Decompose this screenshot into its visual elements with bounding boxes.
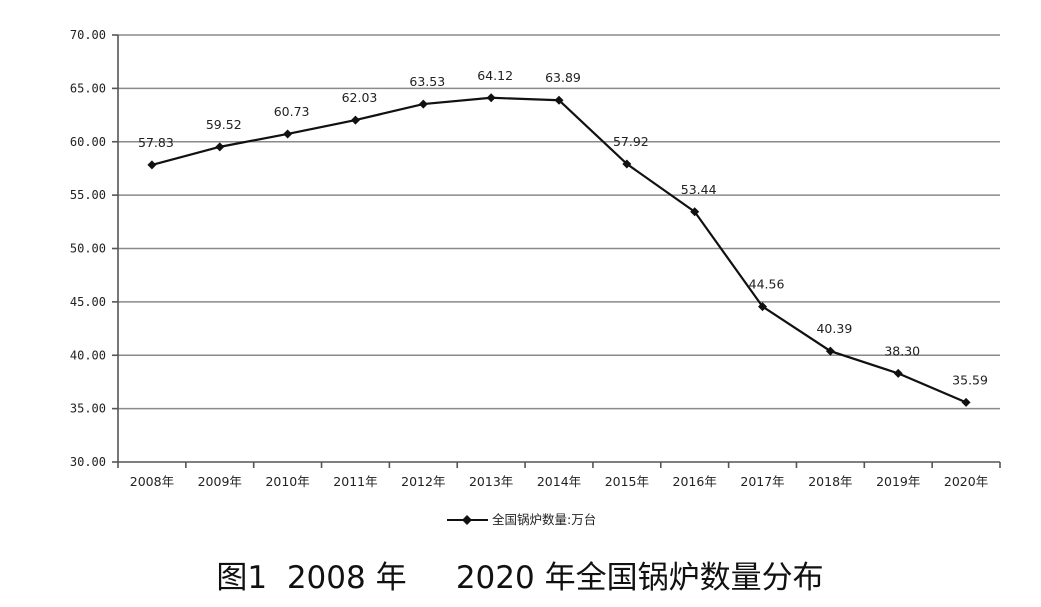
data-point xyxy=(961,397,971,407)
data-label: 40.39 xyxy=(816,321,852,336)
y-tick-label: 70.00 xyxy=(70,28,106,42)
y-tick-label: 30.00 xyxy=(70,455,106,469)
y-tick-label: 50.00 xyxy=(70,242,106,256)
data-point xyxy=(893,368,903,378)
gridlines xyxy=(118,34,1000,410)
data-point xyxy=(554,95,564,105)
x-tick-label: 2020年 xyxy=(944,474,988,489)
data-point xyxy=(486,93,496,103)
data-label: 44.56 xyxy=(749,277,785,292)
x-tick-label: 2018年 xyxy=(808,474,852,489)
y-axis-ticks: 30.00 35.00 40.00 45.00 50.00 55.00 60.00 65.00… xyxy=(70,28,106,469)
x-tick-label: 2017年 xyxy=(740,474,784,489)
legend-marker xyxy=(462,515,472,525)
data-label: 64.12 xyxy=(477,68,513,83)
series xyxy=(147,93,971,407)
y-tick-label: 40.00 xyxy=(70,348,106,362)
y-tick-label: 55.00 xyxy=(70,188,106,202)
data-label: 59.52 xyxy=(206,117,242,132)
data-point xyxy=(622,159,632,169)
y-tick-label: 35.00 xyxy=(70,402,106,416)
data-label: 62.03 xyxy=(342,90,378,105)
data-point xyxy=(758,302,768,312)
y-tick-label: 60.00 xyxy=(70,135,106,149)
series-line xyxy=(151,96,967,404)
data-label: 35.59 xyxy=(952,372,988,387)
y-tick-label: 65.00 xyxy=(70,81,106,95)
x-tick-label: 2013年 xyxy=(469,474,513,489)
x-tick-label: 2019年 xyxy=(876,474,920,489)
legend: 全国锅炉数量:万台 xyxy=(447,512,596,527)
data-label: 63.89 xyxy=(545,70,581,85)
data-point xyxy=(418,99,428,109)
x-tick-label: 2012年 xyxy=(401,474,445,489)
x-tick-label: 2008年 xyxy=(130,474,174,489)
data-label: 38.30 xyxy=(884,343,920,358)
x-tick-label: 2010年 xyxy=(265,474,309,489)
data-label: 57.92 xyxy=(613,134,649,149)
x-tick-label: 2011年 xyxy=(333,474,377,489)
x-tick-label: 2014年 xyxy=(537,474,581,489)
figure-caption: 图1 2008 年 2020 年全国锅炉数量分布 xyxy=(216,560,823,596)
x-tick-label: 2016年 xyxy=(673,474,717,489)
x-tick-label: 2015年 xyxy=(605,474,649,489)
axes xyxy=(112,34,1001,468)
data-point xyxy=(690,207,700,217)
y-tick-label: 45.00 xyxy=(70,295,106,309)
legend-label: 全国锅炉数量:万台 xyxy=(492,512,596,527)
data-label: 63.53 xyxy=(409,74,445,89)
x-tick-label: 2009年 xyxy=(198,474,242,489)
data-point xyxy=(350,115,360,125)
data-label: 60.73 xyxy=(274,104,310,119)
x-axis-ticks: 2008年 2009年 2010年 2011年 2012年 2013年 2014年 2015年… xyxy=(130,474,988,489)
data-label: 57.83 xyxy=(138,135,174,150)
data-point xyxy=(147,160,157,170)
data-point xyxy=(283,129,293,139)
data-label: 53.44 xyxy=(681,182,717,197)
data-labels: 57.83 59.52 60.73 62.03 63.53 64.12 63.89 57.92… xyxy=(138,68,988,388)
data-point xyxy=(215,142,225,152)
data-point xyxy=(825,346,835,356)
